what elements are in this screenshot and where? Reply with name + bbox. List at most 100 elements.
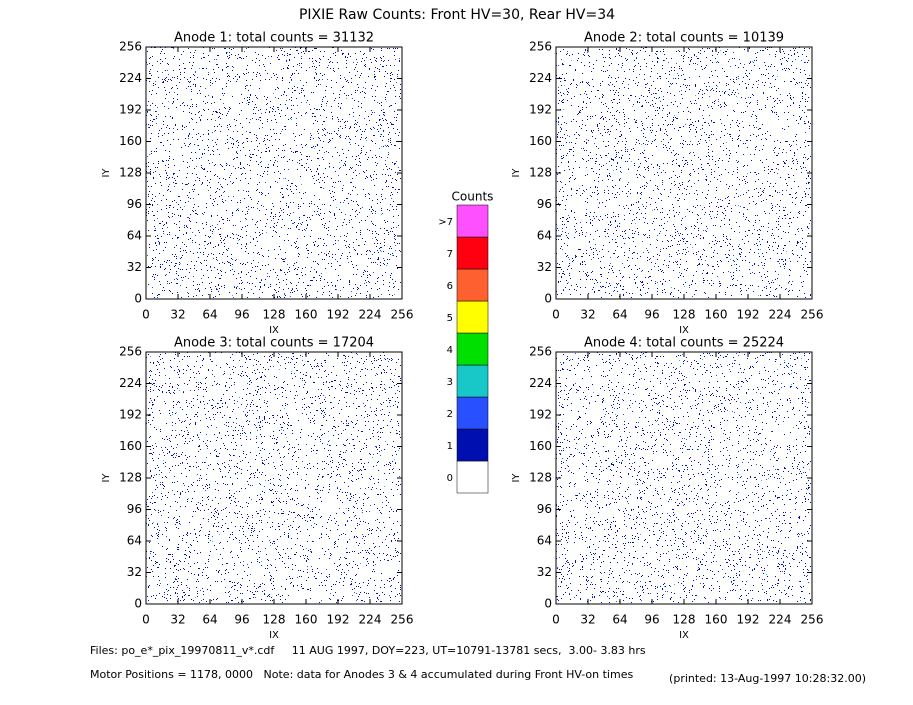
y-tick-label: 64	[127, 534, 142, 548]
y-tick-label: 0	[134, 597, 142, 611]
y-tick-label: 160	[119, 134, 142, 148]
colorbar-label: 0	[447, 473, 453, 484]
x-tick-label: 128	[673, 613, 696, 627]
y-axis-label: IY	[511, 473, 522, 483]
x-axis-label: IX	[679, 630, 689, 641]
y-tick-label: 224	[529, 376, 552, 390]
x-tick-label: 64	[202, 613, 217, 627]
y-tick-label: 32	[127, 565, 142, 579]
x-tick-label: 64	[612, 308, 627, 322]
x-tick-label: 96	[644, 613, 659, 627]
colorbar-swatch	[456, 268, 489, 302]
pixel-texture	[146, 353, 400, 601]
colorbar-label: 1	[447, 441, 453, 452]
colorbar-swatch	[456, 332, 489, 366]
x-tick-label: 160	[705, 613, 728, 627]
y-tick-label: 32	[537, 565, 552, 579]
colorbar-label: 4	[447, 345, 453, 356]
y-tick-label: 64	[537, 229, 552, 243]
y-tick-label: 256	[529, 345, 552, 359]
y-tick-label: 160	[529, 439, 552, 453]
y-tick-label: 32	[537, 260, 552, 274]
pixel-texture	[556, 47, 811, 298]
pixel-texture	[556, 352, 811, 603]
pixel-texture	[556, 353, 811, 602]
pixel-texture	[146, 47, 400, 298]
colorbar-label: 5	[447, 313, 453, 324]
x-tick-label: 256	[801, 613, 824, 627]
pixel-texture	[146, 352, 401, 603]
y-tick-label: 0	[134, 292, 142, 306]
colorbar-label: >7	[438, 217, 453, 228]
y-tick-label: 128	[119, 471, 142, 485]
colorbar-label: 6	[447, 281, 453, 292]
x-tick-label: 64	[612, 613, 627, 627]
x-tick-label: 160	[705, 308, 728, 322]
x-tick-label: 192	[737, 613, 760, 627]
y-tick-label: 64	[127, 229, 142, 243]
colorbar-swatch	[456, 300, 489, 334]
x-tick-label: 192	[737, 308, 760, 322]
colorbar-swatch	[456, 460, 489, 494]
y-tick-label: 0	[544, 292, 552, 306]
x-axis-label: IX	[269, 325, 279, 336]
y-tick-label: 96	[537, 197, 552, 211]
x-tick-label: 32	[170, 613, 185, 627]
x-tick-label: 0	[142, 308, 150, 322]
panel-title: Anode 4: total counts = 25224	[584, 336, 784, 351]
y-tick-label: 128	[529, 166, 552, 180]
x-tick-label: 32	[170, 308, 185, 322]
colorbar-swatch	[456, 428, 489, 462]
x-tick-label: 192	[327, 308, 350, 322]
y-tick-label: 0	[544, 597, 552, 611]
x-tick-label: 128	[673, 308, 696, 322]
pixel-texture	[168, 52, 395, 296]
x-tick-label: 256	[801, 308, 824, 322]
pixel-texture	[556, 49, 810, 297]
colorbar-swatch	[456, 204, 489, 238]
y-tick-label: 224	[119, 71, 142, 85]
colorbar-label: 2	[447, 409, 453, 420]
colorbar-swatch	[456, 396, 489, 430]
x-tick-label: 32	[580, 308, 595, 322]
x-tick-label: 0	[552, 613, 560, 627]
y-tick-label: 32	[127, 260, 142, 274]
y-tick-label: 128	[119, 166, 142, 180]
x-tick-label: 224	[769, 613, 792, 627]
x-tick-label: 96	[234, 613, 249, 627]
y-tick-label: 224	[119, 376, 142, 390]
x-tick-label: 224	[769, 308, 792, 322]
colorbar-title: Counts	[452, 190, 494, 204]
pixel-texture	[150, 356, 399, 598]
pixel-texture	[146, 47, 401, 298]
colorbar-label: 7	[447, 249, 453, 260]
colorbar-swatch	[456, 236, 489, 270]
footer-files: Files: po_e*_pix_19970811_v*.cdf 11 AUG …	[90, 644, 646, 657]
y-tick-label: 256	[119, 40, 142, 54]
y-axis-label: IY	[101, 168, 112, 178]
x-tick-label: 32	[580, 613, 595, 627]
y-axis-label: IY	[101, 473, 112, 483]
y-tick-label: 192	[529, 408, 552, 422]
y-axis-label: IY	[511, 168, 522, 178]
x-tick-label: 0	[142, 613, 150, 627]
panel-title: Anode 1: total counts = 31132	[174, 31, 374, 46]
colorbar-swatch	[456, 364, 489, 398]
y-tick-label: 128	[529, 471, 552, 485]
y-tick-label: 96	[537, 502, 552, 516]
colorbar-label: 3	[447, 377, 453, 388]
y-tick-label: 64	[537, 534, 552, 548]
y-tick-label: 96	[127, 197, 142, 211]
x-tick-label: 96	[234, 308, 249, 322]
y-tick-label: 192	[119, 408, 142, 422]
y-tick-label: 192	[119, 103, 142, 117]
y-tick-label: 160	[529, 134, 552, 148]
y-tick-label: 192	[529, 103, 552, 117]
x-axis-label: IX	[679, 325, 689, 336]
x-tick-label: 0	[552, 308, 560, 322]
y-tick-label: 160	[119, 439, 142, 453]
x-tick-label: 64	[202, 308, 217, 322]
x-tick-label: 128	[263, 308, 286, 322]
